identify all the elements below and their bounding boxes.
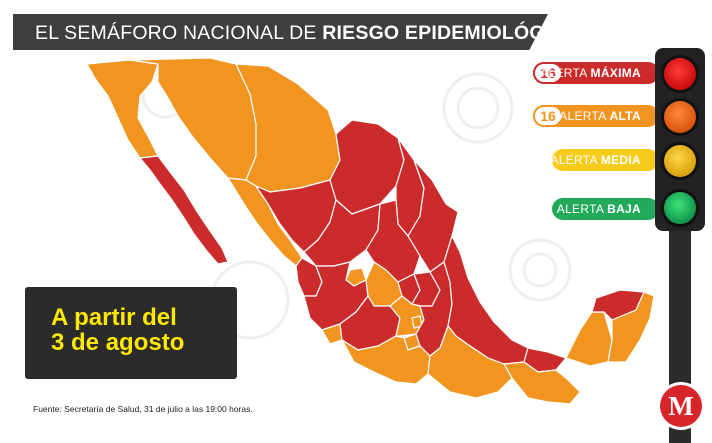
title-prefix: EL SEMÁFORO NACIONAL DE [35,22,323,44]
state-baja-california-sur[interactable] [139,155,229,265]
orange-lamp-icon [664,101,696,133]
legend-prefix-alta: ALERTA [559,109,610,123]
date-info-line2: 3 de agosto [51,329,185,356]
date-info-box: A partir del 3 de agosto [25,287,237,379]
legend-level-maxima: MÁXIMA [590,66,641,80]
legend-alerta-maxima: 16 ALERTA MÁXIMA [533,62,659,84]
legend-level-baja: BAJA [607,202,641,216]
legend-count-maxima: 16 [533,62,563,84]
state-baja-california[interactable] [86,59,159,159]
date-info-text: A partir del 3 de agosto [51,305,184,355]
legend-label-baja: ALERTA BAJA [557,202,641,216]
state-guerrero[interactable] [341,335,431,385]
legend-alerta-alta: 16 ALERTA ALTA [533,105,659,127]
page-title: EL SEMÁFORO NACIONAL DE RIESGO EPIDEMIOL… [35,22,580,45]
title-bar: EL SEMÁFORO NACIONAL DE RIESGO EPIDEMIOL… [13,14,548,50]
legend-alerta-media: ALERTA MEDIA [550,149,659,171]
legend-label-alta: ALERTA ALTA [559,109,641,123]
traffic-light-icon [655,48,705,231]
legend-level-media: MEDIA [600,153,641,167]
milenio-logo-icon: M [660,385,702,427]
legend-prefix-maxima: ALERTA [540,66,591,80]
state-campeche[interactable] [565,311,613,367]
legend-prefix-media: ALERTA [550,153,601,167]
state-oaxaca[interactable] [427,325,513,399]
legend-label-media: ALERTA MEDIA [550,153,641,167]
title-highlight: RIESGO EPIDEMIOLÓGICO [322,22,580,44]
legend-level-alta: ALTA [609,109,641,123]
state-quintana-roo[interactable] [607,291,655,363]
date-info-line1: A partir del [51,304,177,331]
source-note: Fuente: Secretaría de Salud, 31 de julio… [33,404,253,414]
legend-prefix-baja: ALERTA [556,202,608,216]
legend-alerta-baja: ALERTA BAJA [552,198,659,220]
state-chiapas[interactable] [503,361,581,405]
legend-label-maxima: ALERTA MÁXIMA [540,66,641,80]
yellow-lamp-icon [664,145,696,177]
state-coahuila[interactable] [329,119,405,215]
legend-count-alta: 16 [533,105,563,127]
green-lamp-icon [664,192,696,224]
red-lamp-icon [664,58,696,90]
